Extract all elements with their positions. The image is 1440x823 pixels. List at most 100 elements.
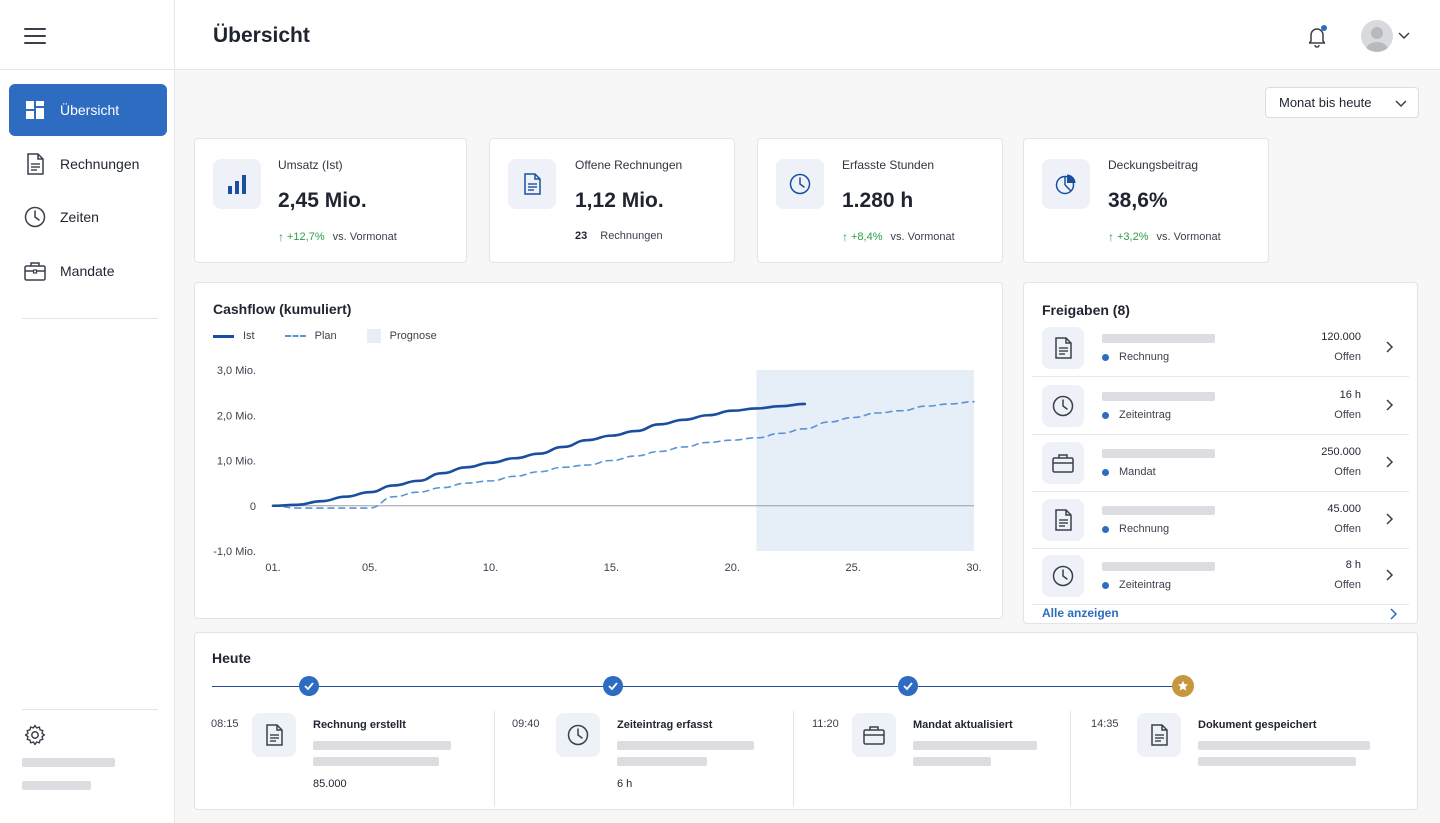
timeline-separator	[793, 711, 794, 807]
chevron-down-icon[interactable]	[1397, 28, 1411, 42]
event-detail-placeholder	[313, 757, 439, 766]
kpi-card-revenue[interactable]: Umsatz (Ist) 2,45 Mio. ↑ +12,7% vs. Vorm…	[194, 138, 467, 263]
kpi-label: Offene Rechnungen	[575, 158, 683, 172]
status-dot	[1102, 411, 1109, 419]
legend-item-plan: Plan	[284, 330, 337, 342]
timeline-event[interactable]: 14:35 Dokument gespeichert	[1091, 711, 1411, 807]
row-status: Offen	[1334, 351, 1361, 363]
chevron-right-icon[interactable]	[1383, 399, 1395, 411]
event-time: 08:15	[211, 718, 239, 730]
event-title: Mandat aktualisiert	[913, 719, 1013, 731]
row-type: Rechnung	[1102, 523, 1169, 535]
x-tick-label: 10.	[483, 562, 498, 574]
dashboard-icon	[24, 99, 46, 121]
approvals-title: Freigaben (8)	[1042, 302, 1130, 318]
sidebar-item-uebersicht[interactable]: Übersicht	[9, 84, 167, 136]
chevron-right-icon[interactable]	[1383, 569, 1395, 581]
row-type: Mandat	[1102, 466, 1156, 478]
timeline-event[interactable]: 09:40 Zeiteintrag erfasst 6 h	[512, 711, 790, 807]
row-title-placeholder	[1102, 449, 1215, 458]
event-time: 09:40	[512, 718, 540, 730]
chevron-right-icon[interactable]	[1383, 513, 1395, 525]
briefcase-icon	[1042, 442, 1084, 484]
y-tick-label: 0	[250, 501, 256, 513]
check-icon	[898, 676, 918, 696]
approval-row[interactable]: Rechnung 45.000 Offen	[1032, 493, 1409, 549]
sidebar-item-zeiten[interactable]: Zeiten	[9, 191, 167, 243]
chevron-right-icon[interactable]	[1383, 456, 1395, 468]
timeline-line	[212, 686, 1182, 687]
clock-icon	[1042, 385, 1084, 427]
sidebar: Übersicht Rechnungen Zeiten Mandate	[0, 0, 175, 823]
kpi-delta: ↑ +3,2% vs. Vormonat	[1108, 230, 1221, 244]
sidebar-item-rechnungen[interactable]: Rechnungen	[9, 138, 167, 190]
legend-item-prognose: Prognose	[366, 329, 437, 343]
approval-row[interactable]: Zeiteintrag 8 h Offen	[1032, 549, 1409, 605]
arrow-up-icon: ↑	[842, 230, 848, 244]
row-amount: 250.000	[1321, 446, 1361, 458]
event-title: Rechnung erstellt	[313, 719, 406, 731]
kpi-card-contribution[interactable]: Deckungsbeitrag 38,6% ↑ +3,2% vs. Vormon…	[1023, 138, 1269, 263]
avatar[interactable]	[1361, 20, 1393, 52]
status-dot	[1102, 525, 1109, 533]
kpi-count-value: 23	[575, 230, 588, 242]
timeline-event[interactable]: 08:15 Rechnung erstellt 85.000	[211, 711, 491, 807]
x-tick-label: 25.	[845, 562, 860, 574]
sidebar-divider	[22, 709, 158, 710]
menu-icon[interactable]	[24, 28, 46, 46]
row-type: Zeiteintrag	[1102, 579, 1171, 591]
approval-row[interactable]: Rechnung 120.000 Offen	[1032, 321, 1409, 377]
row-amount: 45.000	[1327, 503, 1361, 515]
row-amount: 8 h	[1345, 559, 1361, 571]
y-tick-label: 3,0 Mio.	[217, 365, 256, 377]
show-all-link[interactable]: Alle anzeigen	[1042, 606, 1119, 620]
row-amount: 16 h	[1339, 389, 1361, 401]
sidebar-divider	[22, 318, 158, 319]
kpi-value: 1.280 h	[842, 189, 914, 212]
y-tick-label: 1,0 Mio.	[217, 456, 256, 468]
x-tick-label: 01.	[265, 562, 280, 574]
document-icon	[1137, 713, 1181, 757]
chevron-right-icon[interactable]	[1383, 341, 1395, 353]
x-tick-label: 15.	[604, 562, 619, 574]
forecast-band	[756, 370, 974, 551]
kpi-label: Erfasste Stunden	[842, 158, 935, 172]
cashflow-title: Cashflow (kumuliert)	[213, 301, 352, 317]
y-tick-label: 2,0 Mio.	[217, 410, 256, 422]
timeline-separator	[1070, 711, 1071, 807]
document-icon	[508, 159, 556, 209]
kpi-card-open-invoices[interactable]: Offene Rechnungen 1,12 Mio. 23 Rechnunge…	[489, 138, 735, 263]
legend-label: Plan	[314, 330, 337, 342]
clock-icon	[1042, 555, 1084, 597]
sidebar-item-label: Mandate	[60, 263, 115, 279]
event-detail-placeholder	[617, 757, 707, 766]
timeline-separator	[494, 711, 495, 807]
sidebar-item-mandate[interactable]: Mandate	[9, 245, 167, 297]
approval-row[interactable]: Mandat 250.000 Offen	[1032, 436, 1409, 492]
x-tick-label: 20.	[725, 562, 740, 574]
timeline-event[interactable]: 11:20 Mandat aktualisiert	[812, 711, 1067, 807]
row-type-label: Rechnung	[1119, 351, 1170, 363]
bell-icon[interactable]	[1305, 24, 1329, 48]
event-amount: 85.000	[313, 778, 347, 790]
gear-icon[interactable]	[24, 724, 46, 746]
check-icon	[299, 676, 319, 696]
arrow-up-icon: ↑	[1108, 230, 1114, 244]
sidebar-item-label: Rechnungen	[60, 156, 140, 172]
kpi-delta-ref: vs. Vormonat	[332, 231, 397, 243]
kpi-card-hours[interactable]: Erfasste Stunden 1.280 h ↑ +8,4% vs. Vor…	[757, 138, 1003, 263]
approval-row[interactable]: Zeiteintrag 16 h Offen	[1032, 379, 1409, 435]
status-dot	[1102, 468, 1109, 476]
row-title-placeholder	[1102, 392, 1215, 401]
row-type: Zeiteintrag	[1102, 409, 1171, 421]
period-select[interactable]: Monat bis heute	[1265, 87, 1419, 118]
cashflow-chart: 3,0 Mio. 2,0 Mio. 1,0 Mio. 0 -1,0 Mio. 01. 05.…	[213, 365, 981, 574]
approvals-card: Freigaben (8) Rechnung 120.000 Offen Zeitei…	[1023, 282, 1418, 624]
kpi-delta-value: +3,2%	[1117, 231, 1149, 243]
event-detail-placeholder	[313, 741, 451, 750]
document-icon	[24, 153, 46, 175]
kpi-delta-ref: vs. Vormonat	[890, 231, 955, 243]
chevron-right-icon[interactable]	[1387, 608, 1399, 620]
kpi-value: 2,45 Mio.	[278, 189, 367, 212]
row-type: Rechnung	[1102, 351, 1169, 363]
